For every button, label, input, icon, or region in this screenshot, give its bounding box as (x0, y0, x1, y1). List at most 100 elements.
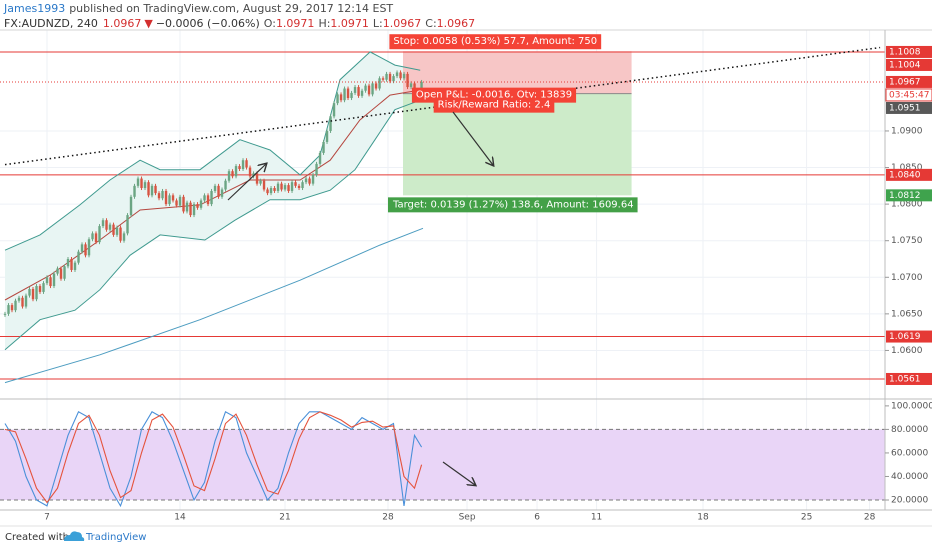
last-price: 1.0967 (103, 17, 142, 30)
candle (126, 215, 129, 234)
candle (388, 73, 392, 82)
y-tick-label: 60.0000 (891, 448, 928, 458)
price-tag (886, 75, 932, 88)
candle (196, 204, 199, 208)
candle (59, 268, 63, 279)
candle (385, 73, 388, 80)
candle (227, 171, 231, 181)
indicator-line (4, 89, 421, 301)
candle (28, 288, 31, 296)
candle (10, 305, 14, 311)
candle (98, 226, 101, 243)
price-pane: Stop: 0.0058 (0.53%) 57.7, Amount: 750 Ta… (0, 34, 885, 384)
candle (35, 286, 38, 300)
candle (350, 92, 353, 99)
price-tag (886, 45, 932, 58)
candle (374, 83, 378, 89)
candle (290, 182, 294, 191)
candle (154, 185, 157, 194)
candle (399, 72, 402, 79)
candle (332, 103, 336, 117)
stoch-band (0, 429, 885, 500)
price-tag-label: 1.0561 (889, 374, 921, 384)
candle (192, 204, 196, 216)
candle (199, 200, 203, 208)
y-tick-label: 1.0750 (891, 236, 923, 246)
candle (269, 188, 273, 194)
candle (234, 166, 238, 177)
x-tick-label: 28 (864, 513, 876, 523)
candle (364, 85, 367, 91)
candle (252, 173, 255, 177)
stop-zone (402, 51, 632, 94)
position-label: Target: 0.0139 (1.27%) 138.6, Amount: 16… (392, 199, 634, 210)
price-tag-label: 1.0840 (889, 170, 921, 180)
candle (206, 195, 210, 205)
candle (283, 185, 287, 190)
candle (119, 227, 122, 241)
y-tick-label: 1.0900 (891, 126, 923, 136)
price-tag (886, 189, 932, 202)
ohlc-key: L: (373, 17, 383, 30)
candle (52, 273, 56, 287)
logo[interactable] (64, 531, 85, 541)
candle (287, 185, 290, 191)
change: −0.0006 (−0.06%) (156, 17, 260, 30)
candle (315, 163, 318, 175)
candle (45, 277, 49, 284)
candle (339, 94, 343, 101)
price-tag (886, 330, 932, 343)
candle (248, 167, 252, 177)
candle (112, 224, 115, 235)
x-tick-label: 6 (534, 513, 540, 523)
candle (346, 88, 350, 99)
ohlc-value: 1.0971 (276, 17, 315, 30)
candle (276, 183, 280, 191)
candle (325, 130, 329, 142)
candle (91, 233, 94, 240)
candle (406, 73, 409, 88)
arrow (452, 111, 493, 165)
candle (77, 251, 80, 263)
candle (255, 173, 259, 184)
y-tick-label: 1.0800 (891, 200, 923, 210)
candle (367, 85, 371, 95)
candle (210, 190, 213, 205)
x-tick-label: Sep (459, 513, 476, 523)
candle (241, 160, 245, 170)
candle (115, 227, 119, 235)
candle (224, 180, 227, 190)
candle (336, 94, 339, 104)
candle (84, 244, 87, 256)
candle (108, 224, 112, 230)
candle (143, 182, 147, 189)
author[interactable]: James1993 (3, 2, 65, 15)
candle (238, 166, 241, 170)
candle (3, 313, 7, 315)
y-tick-label: 1.0700 (891, 273, 923, 283)
indicator-line (4, 227, 424, 384)
candle (311, 174, 315, 184)
candle (56, 268, 59, 274)
x-tick-label: 28 (382, 513, 394, 523)
arrow (442, 461, 475, 485)
y-tick-label: 1.0650 (891, 309, 923, 319)
candle (164, 190, 168, 205)
candle (87, 239, 91, 256)
ohlc-key: H: (318, 17, 330, 30)
candle (140, 178, 143, 189)
candle (301, 182, 304, 189)
price-tag (886, 58, 932, 71)
position-label: Open P&L: -0.0016, Qty: 13839 (416, 90, 572, 101)
y-tick-label: 20.0000 (891, 496, 928, 506)
header-line-1: James1993 published on TradingView.com, A… (3, 2, 393, 15)
candle (49, 277, 52, 287)
candle (189, 202, 192, 216)
footer-brand[interactable]: TradingView (85, 532, 146, 543)
stoch-pane (0, 411, 885, 508)
candle (63, 266, 66, 279)
price-tag-label: 1.1004 (889, 60, 921, 70)
candle (259, 180, 262, 184)
